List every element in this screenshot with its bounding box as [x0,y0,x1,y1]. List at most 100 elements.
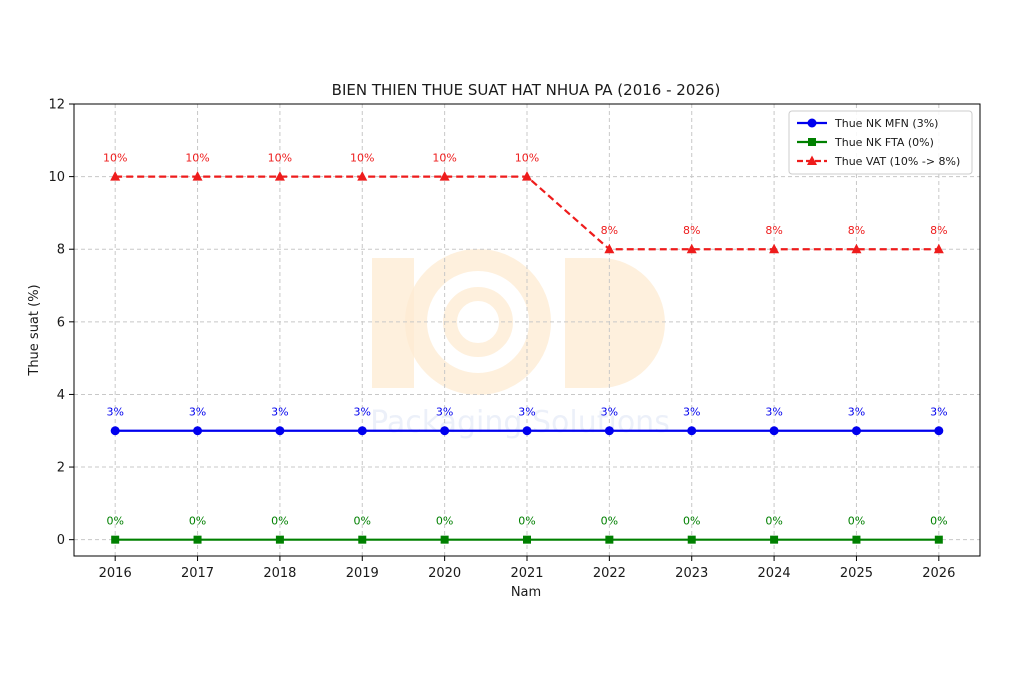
data-label: 3% [354,406,371,419]
data-point [604,426,614,436]
data-label: 3% [518,406,535,419]
data-label: 0% [518,515,535,528]
data-point [769,426,779,436]
x-axis-label: Nam [511,585,541,600]
data-label: 0% [106,515,123,528]
data-point [934,535,943,544]
x-tick-label: 2024 [758,566,791,581]
data-point [686,243,697,254]
series-2: 0% 0% 0% 0% 0% 0% 0% 0% 0% 0% 0% [106,515,948,544]
y-tick-label: 12 [48,98,65,113]
data-point [440,426,450,436]
data-point [604,243,615,254]
y-axis-label: Thue suat (%) [27,284,42,376]
chart-title: BIEN THIEN THUE SUAT HAT NHUA PA (2016 -… [332,81,721,99]
data-point [110,426,120,436]
data-label: 8% [683,224,700,237]
data-label: 0% [189,515,206,528]
data-label: 10% [432,152,456,165]
legend-entry: Thue VAT (10% -> 8%) [797,155,960,168]
data-point [192,171,203,181]
legend: Thue NK MFN (3%) Thue NK FTA (0%) Thue VAT… [788,110,973,175]
data-label: 10% [515,152,539,165]
data-label: 8% [765,224,782,237]
data-label: 0% [601,515,618,528]
data-label: 0% [436,515,453,528]
data-label: 3% [189,406,206,419]
x-tick-label: 2016 [99,566,132,581]
legend-entry: Thue NK FTA (0%) [797,136,934,149]
data-label: 0% [765,515,782,528]
data-label: 10% [103,152,127,165]
x-tick-label: 2019 [346,566,379,581]
series-3: 10% 10% 10% 10% 10% 10% 8% 8% 8% 8% 8% [103,152,948,254]
watermark-text: Packaging Solutions [370,405,670,440]
data-label: 0% [271,515,288,528]
legend-label: Thue NK FTA (0%) [834,136,934,149]
data-label: 0% [683,515,700,528]
y-tick-label: 10 [48,170,65,185]
data-point [358,535,367,544]
data-label: 10% [185,152,209,165]
data-point [933,243,944,254]
data-point [769,243,780,254]
series-layer: 3% 3% 3% 3% 3% 3% 3% 3% 3% 3% 3%0% 0% 0% 0% 0% 0% 0% 0% 0%… [103,152,948,544]
data-label: 3% [601,406,618,419]
y-tick-label: 8 [57,243,65,258]
legend-label: Thue NK MFN (3%) [834,117,938,130]
x-tick-label: 2022 [593,566,626,581]
data-point [770,535,779,544]
data-point [522,426,532,436]
watermark-logo: Packaging Solutions [370,249,670,440]
y-axis-ticks: 0 2 4 6 8 10 12 [48,98,74,548]
data-label: 3% [271,406,288,419]
data-label: 8% [930,224,947,237]
x-axis-ticks: 2016 2017 2018 2019 2020 2021 2022 2023 2024 2025… [99,556,955,581]
data-point [851,426,861,436]
data-point [852,535,861,544]
data-label: 3% [765,406,782,419]
data-point [687,535,696,544]
data-point [934,426,944,436]
legend-marker [807,118,817,128]
data-label: 3% [848,406,865,419]
data-point [275,426,285,436]
data-label: 3% [106,406,123,419]
data-label: 10% [350,152,374,165]
data-label: 3% [683,406,700,419]
x-tick-label: 2021 [510,566,543,581]
x-tick-label: 2023 [675,566,708,581]
data-point [193,535,202,544]
legend-box [788,110,973,175]
y-tick-label: 0 [57,533,65,548]
data-point [605,535,614,544]
data-point [274,171,285,181]
y-tick-label: 4 [57,388,65,403]
data-point [111,535,120,544]
data-label: 10% [268,152,292,165]
data-point [357,171,368,181]
legend-marker [807,155,817,165]
legend-label: Thue VAT (10% -> 8%) [834,155,960,168]
data-point [523,535,531,544]
legend-marker [808,138,816,146]
data-label: 0% [930,515,947,528]
data-point [193,426,203,436]
data-point [851,243,862,254]
data-point [439,171,450,181]
data-point [687,426,697,436]
data-point [357,426,367,436]
data-label: 0% [848,515,865,528]
legend-entry: Thue NK MFN (3%) [797,117,938,130]
data-label: 8% [601,224,618,237]
data-point [440,535,449,544]
y-tick-label: 2 [57,461,65,476]
data-point [522,171,532,181]
data-label: 0% [354,515,371,528]
data-label: 8% [848,224,865,237]
series-1: 3% 3% 3% 3% 3% 3% 3% 3% 3% 3% 3% [106,406,948,436]
y-tick-label: 6 [57,315,65,330]
data-label: 3% [930,406,947,419]
